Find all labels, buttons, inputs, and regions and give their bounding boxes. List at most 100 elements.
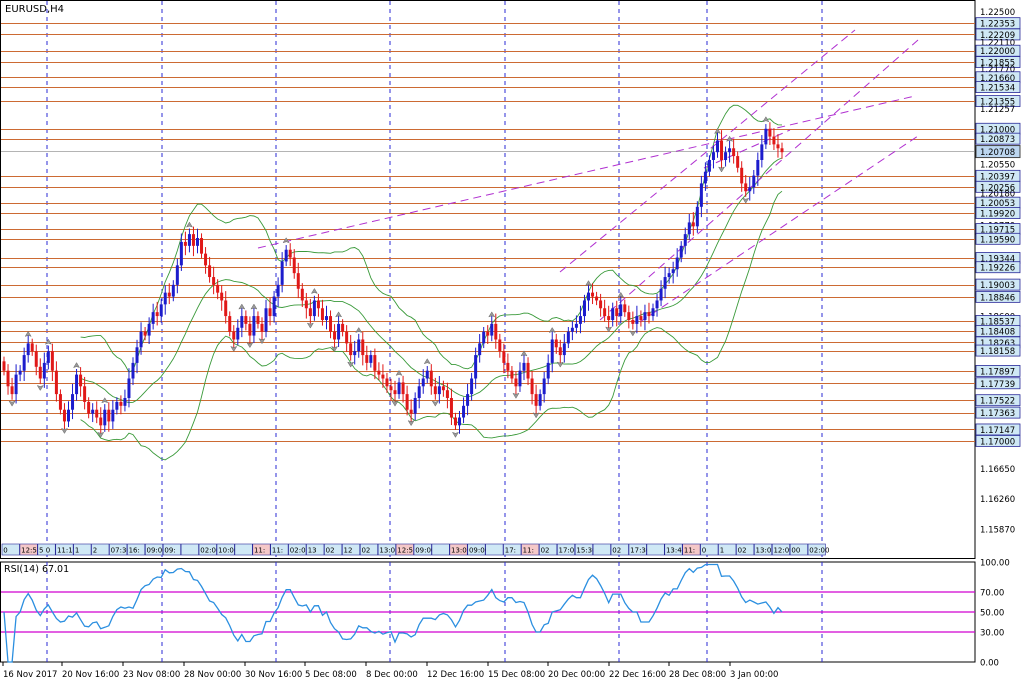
time-label-box: 02 [736, 543, 755, 556]
time-label-box: 02:0 [288, 543, 307, 556]
time-box-label: 12 [344, 547, 353, 555]
candle [268, 297, 272, 326]
candle-body [760, 144, 764, 160]
time-tick: 28 Dec 08:00 [668, 662, 726, 680]
candle-body [272, 296, 276, 317]
price-level-box [975, 278, 1021, 291]
price-level-box [975, 344, 1021, 357]
candle [232, 325, 236, 348]
fractal-down-marker [97, 431, 105, 438]
candle [2, 356, 6, 376]
candle-body [631, 319, 635, 324]
time-box-label: 1 [720, 547, 724, 555]
price-tick: 1.17363 [975, 406, 1021, 419]
candle-body [123, 398, 127, 406]
time-box-label: 12:09 [773, 547, 793, 555]
candle [111, 400, 115, 429]
time-box-bg [718, 543, 737, 556]
time-label-box: 0 [1, 543, 20, 556]
candle-body [58, 394, 62, 410]
candle-body [349, 343, 353, 356]
candle-body [385, 378, 389, 387]
candle [171, 280, 175, 302]
candle [91, 403, 95, 423]
candle [288, 243, 292, 266]
fractal-up-marker [101, 397, 109, 404]
candle-body [724, 152, 728, 160]
candle-body [659, 288, 663, 301]
fractal-down-marker [742, 197, 750, 204]
candle-body [228, 316, 232, 332]
candle-body [413, 398, 417, 414]
candle-body [732, 148, 736, 157]
candle-body [320, 308, 324, 320]
candle [691, 212, 695, 236]
candle-body [486, 331, 490, 336]
time-box-bg [1, 543, 20, 556]
time-label-box: 12 [342, 543, 361, 556]
candle-body [87, 401, 91, 414]
time-box-label: 02 [612, 547, 621, 555]
candle [522, 352, 526, 381]
candle-body [711, 152, 715, 160]
candle [204, 247, 208, 274]
candle [34, 344, 38, 376]
time-box-label: 13:0 [451, 547, 467, 555]
time-box-bg [610, 543, 629, 556]
time-box-label: 16: [129, 547, 140, 555]
candle-body [26, 343, 30, 356]
candle [756, 152, 760, 186]
time-tick-label: 28 Dec 08:00 [669, 670, 726, 680]
candle [365, 345, 369, 371]
candle-body [312, 300, 316, 317]
candle-body [268, 308, 272, 317]
time-box-label: 00 [791, 547, 800, 555]
candle [578, 305, 582, 334]
time-box-bg [359, 543, 378, 556]
candle [87, 397, 91, 419]
time-tick-label: 15 Dec 08:00 [488, 670, 545, 680]
candle-body [627, 312, 631, 320]
price-tick: 1.17739 [975, 377, 1021, 390]
price-tick: 1.22500 [980, 8, 1015, 18]
candle [687, 213, 691, 240]
time-label-box [592, 543, 611, 556]
candle-body [75, 374, 79, 395]
candle-body [324, 316, 328, 320]
fractal-up-marker [395, 369, 403, 376]
candle [26, 334, 30, 363]
candle-body [470, 378, 474, 395]
candle [300, 283, 304, 308]
candle-body [353, 351, 357, 356]
candle-body [663, 277, 667, 289]
candle [494, 313, 498, 349]
candle [123, 389, 127, 412]
price-level-box [975, 232, 1021, 245]
price-tick-label: 1.21660 [980, 74, 1015, 84]
candle [381, 364, 385, 388]
candle [542, 371, 546, 403]
candle [546, 354, 550, 385]
time-box-label: 07:30 [111, 547, 131, 555]
time-box-bg [467, 543, 486, 556]
price-tick-label: 1.22353 [980, 20, 1015, 30]
candle [167, 283, 171, 305]
fractal-up-marker [250, 303, 258, 310]
time-label-box: 1 [718, 543, 737, 556]
time-box-bg [431, 543, 450, 556]
time-tick: 3 Jan 00:00 [729, 662, 778, 680]
time-box-bg [37, 543, 56, 556]
candle [671, 261, 675, 284]
candle [587, 285, 591, 311]
time-box-bg [628, 543, 647, 556]
candle-body [296, 273, 300, 289]
candle-body [498, 339, 502, 352]
candle [453, 412, 457, 431]
price-tick-label: 1.17522 [980, 397, 1015, 407]
fractal-up-marker [282, 237, 290, 244]
candle [103, 404, 107, 432]
fractal-up-marker [520, 350, 528, 357]
candle [18, 365, 22, 382]
